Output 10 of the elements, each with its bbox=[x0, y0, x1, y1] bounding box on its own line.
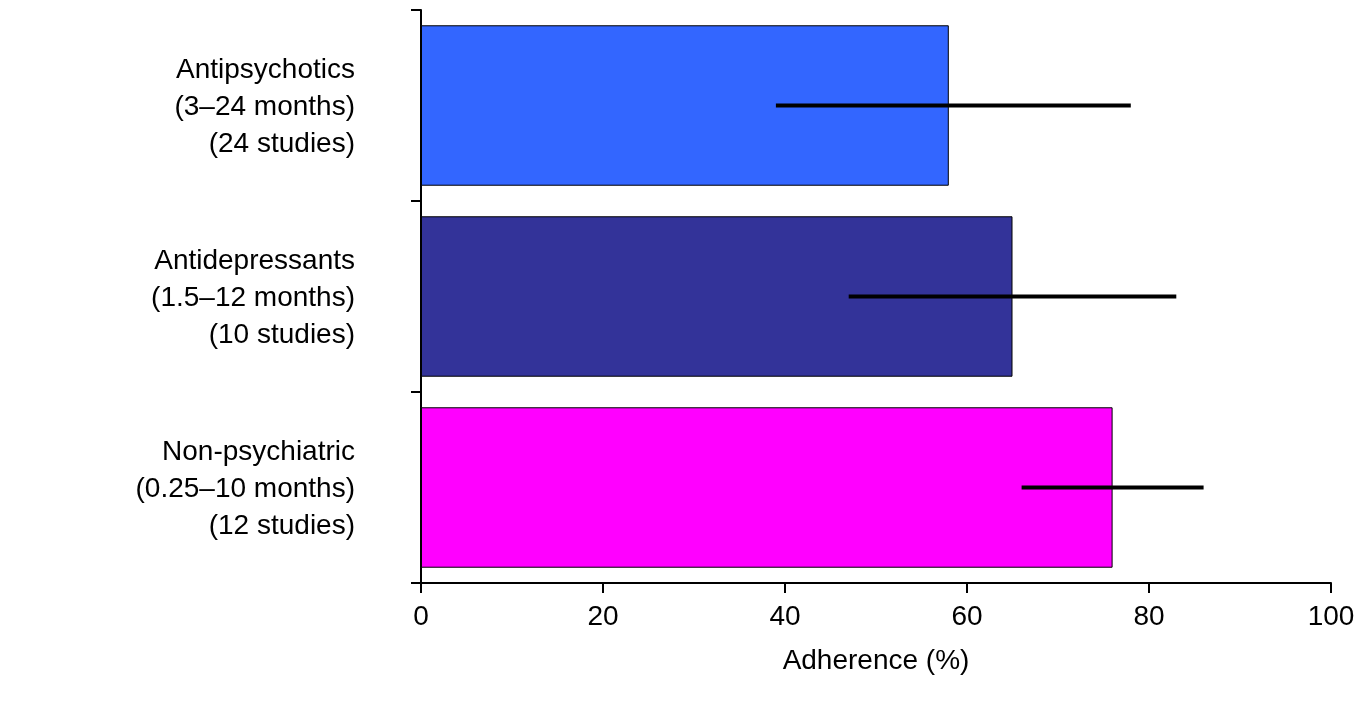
y-tick-label: Antipsychotics (3–24 months) (24 studies) bbox=[174, 53, 355, 158]
x-tick-label: 60 bbox=[951, 599, 983, 631]
x-tick-label: 100 bbox=[1307, 599, 1355, 631]
x-tick-label: 80 bbox=[1133, 599, 1165, 631]
y-tick-label: Non-psychiatric (0.25–10 months) (12 studies) bbox=[135, 435, 355, 540]
x-axis-title: Adherence (%) bbox=[782, 643, 970, 675]
x-tick-label: 20 bbox=[587, 599, 619, 631]
x-tick-label: 40 bbox=[769, 599, 801, 631]
x-tick-label: 0 bbox=[413, 599, 429, 631]
y-tick-label: Antidepressants (1.5–12 months) (10 studies) bbox=[151, 244, 355, 349]
